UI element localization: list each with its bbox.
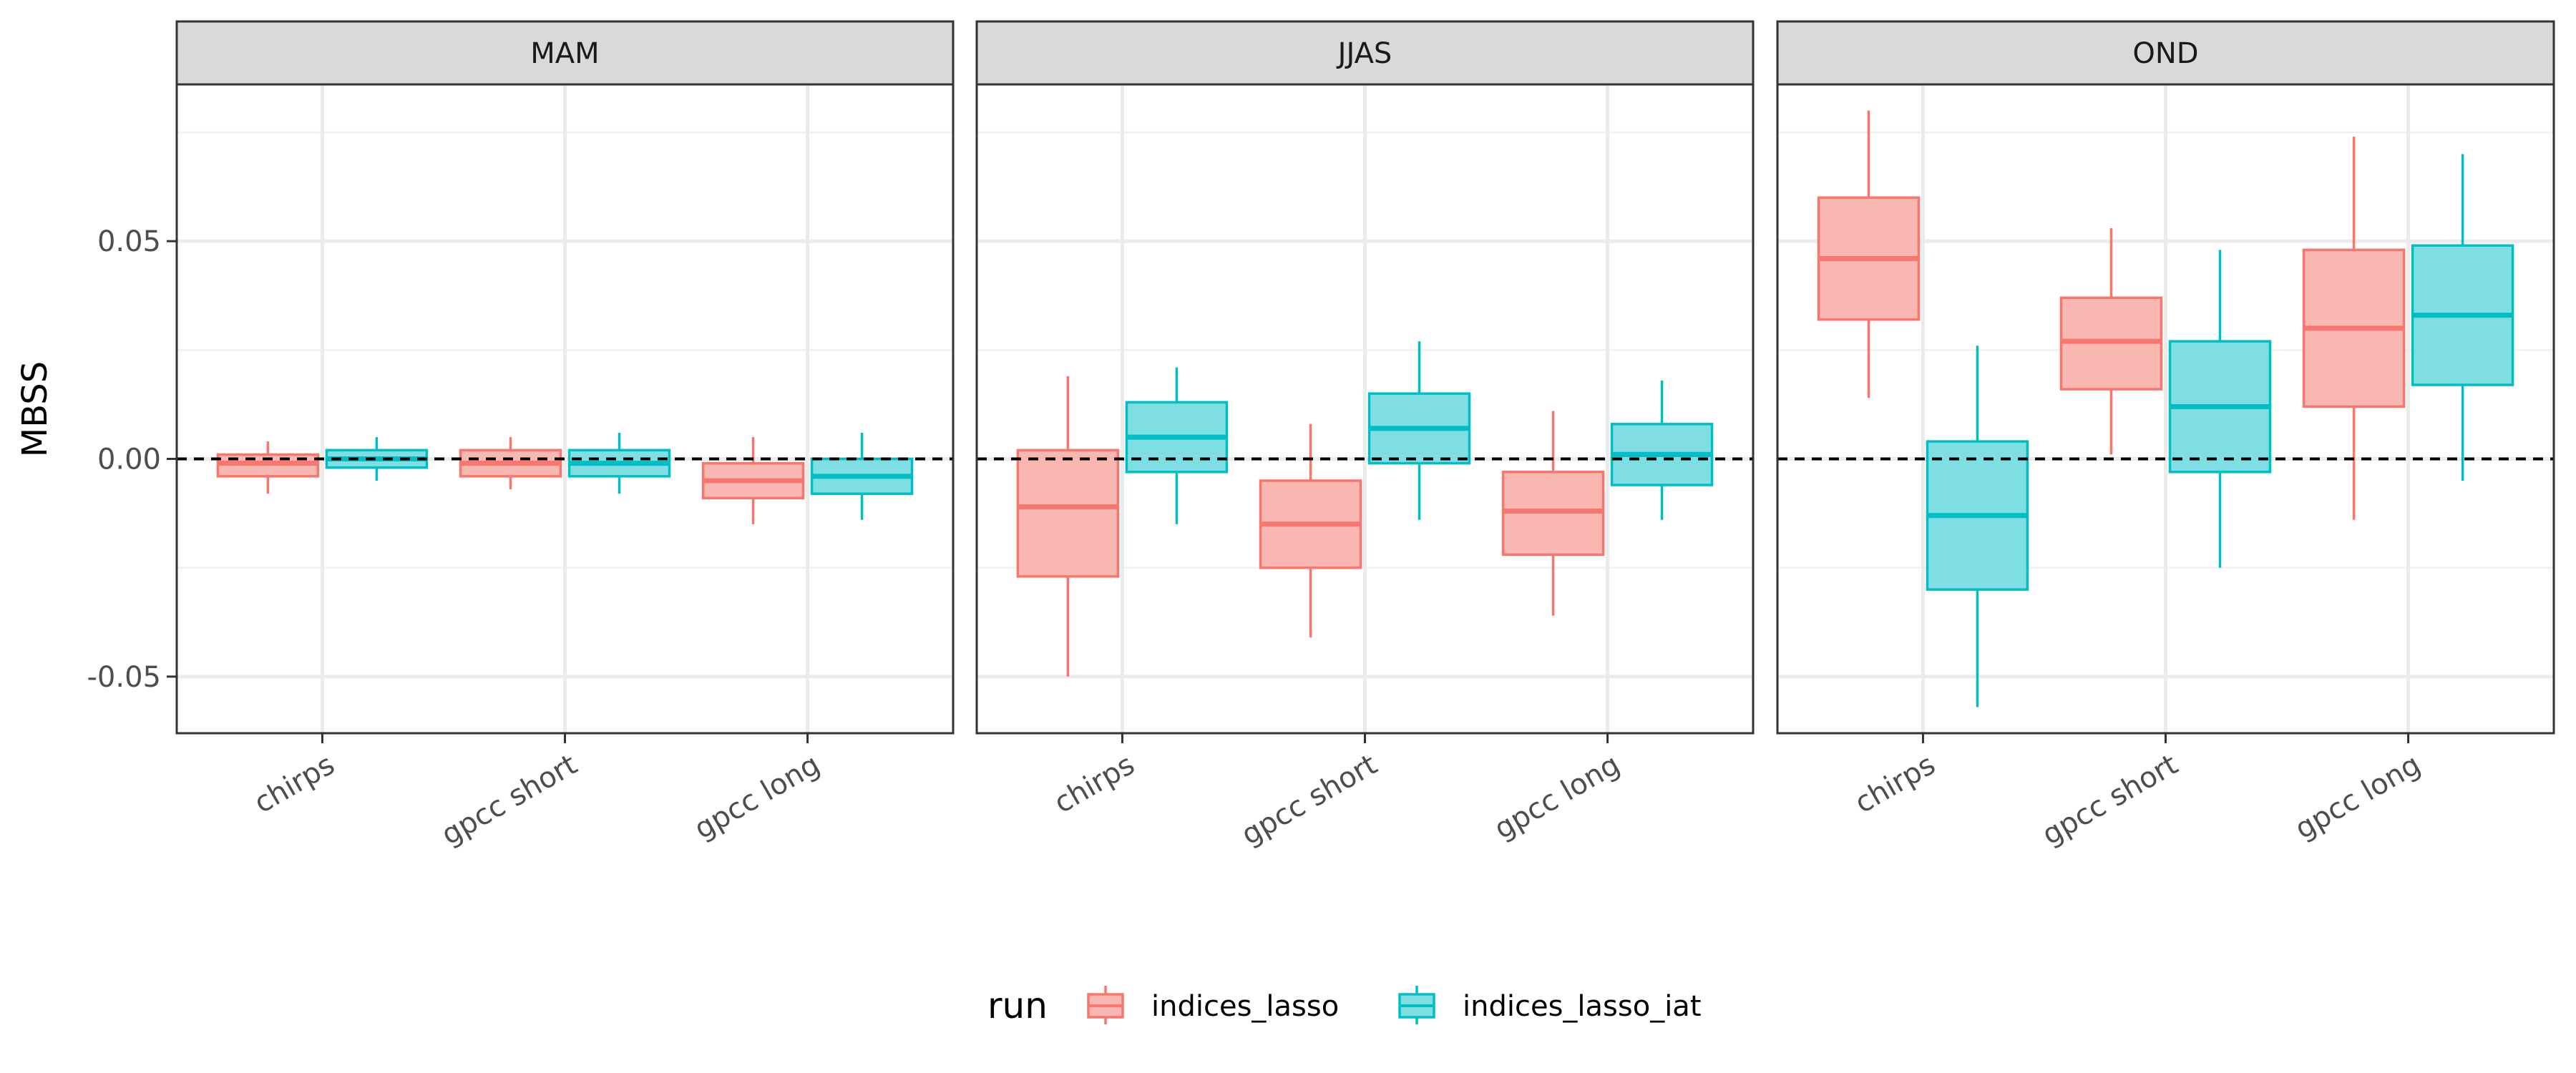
- x-tick-label: gpcc short: [436, 748, 582, 852]
- x-tick-label: gpcc short: [2036, 748, 2183, 852]
- x-tick-label: gpcc long: [689, 748, 826, 846]
- box-indices_lasso-gpcc-long: [701, 437, 805, 524]
- facet-strip: [175, 20, 955, 86]
- facet-strip: [1776, 20, 2555, 86]
- facet-panel-ond: OND chirps gpcc short gpcc long: [1776, 20, 2555, 852]
- box-indices_lasso_iat-chirps: [1125, 367, 1229, 524]
- box-indices_lasso_iat-gpcc-short: [567, 432, 671, 494]
- x-tick-label: gpcc short: [1236, 748, 1382, 852]
- box-indices_lasso-gpcc-long: [1501, 411, 1605, 616]
- legend-title: run: [987, 985, 1048, 1027]
- legend-label: indices_lasso: [1151, 990, 1339, 1023]
- legend-key-indices_lasso: [1087, 986, 1124, 1024]
- box-body: [1016, 449, 1120, 578]
- box-indices_lasso_iat-gpcc-long: [2411, 154, 2514, 481]
- box-indices_lasso_iat-gpcc-long: [810, 432, 914, 520]
- y-tick-label: -0.05: [87, 661, 162, 694]
- y-axis-title: MBSS: [15, 361, 55, 457]
- y-tick-label: 0.05: [97, 225, 161, 258]
- legend: run indices_lasso indices_lasso_iat: [987, 985, 1702, 1027]
- x-tick-label: chirps: [249, 748, 341, 820]
- box-indices_lasso_iat-gpcc-short: [2168, 250, 2272, 568]
- y-tick-label: 0.00: [97, 444, 161, 476]
- box-indices_lasso_iat-chirps: [1926, 346, 2029, 707]
- legend-label: indices_lasso_iat: [1463, 990, 1702, 1023]
- x-tick-label: chirps: [1049, 748, 1141, 820]
- facet-strip-label: JJAS: [1336, 37, 1392, 70]
- facet-strip-label: OND: [2132, 37, 2198, 70]
- facet-strip-label: MAM: [530, 37, 599, 70]
- legend-key-indices_lasso_iat: [1398, 986, 1435, 1024]
- x-tick-label: chirps: [1850, 748, 1941, 820]
- facet-panel-mam: MAM chirps gpcc short gpcc long -0.05 0.00 0.0…: [87, 20, 955, 852]
- box-indices_lasso-gpcc-short: [459, 437, 562, 490]
- box-indices_lasso_iat-gpcc-long: [1610, 380, 1714, 520]
- box-indices_lasso-chirps: [1817, 110, 1921, 398]
- facet-panel-jjas: JJAS chirps gpcc short gpcc long: [975, 20, 1755, 852]
- facet-panels: MAM chirps gpcc short gpcc long -0.05 0.00 0.0…: [87, 20, 2555, 852]
- box-indices_lasso-gpcc-short: [2059, 227, 2163, 455]
- box-indices_lasso_iat-gpcc-short: [1367, 341, 1471, 520]
- box-indices_lasso-chirps: [1016, 376, 1120, 677]
- facet-strip: [975, 20, 1755, 86]
- box-indices_lasso_iat-chirps: [325, 437, 429, 481]
- box-indices_lasso-gpcc-short: [1259, 423, 1362, 638]
- box-indices_lasso-gpcc-long: [2302, 137, 2406, 520]
- x-tick-label: gpcc long: [2290, 748, 2426, 846]
- x-tick-label: gpcc long: [1489, 748, 1626, 846]
